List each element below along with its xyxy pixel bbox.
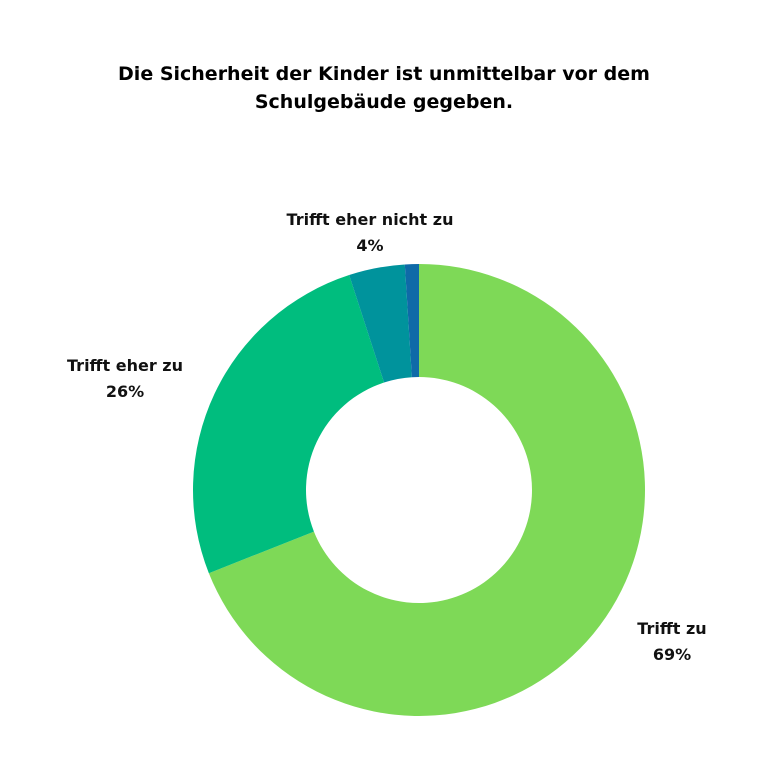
chart-title: Die Sicherheit der Kinder ist unmittelba…	[118, 63, 650, 113]
slice-label-value: 4%	[356, 236, 383, 255]
slice-trifft-zu	[208, 264, 645, 716]
slice-unlabeled	[404, 264, 419, 378]
slice-trifft-eher-nicht-zu	[349, 264, 412, 383]
slice-label-value: 26%	[106, 382, 144, 401]
slice-label-value: 69%	[653, 645, 691, 664]
slice-label-name: Trifft eher zu	[67, 356, 183, 375]
slice-label-name: Trifft zu	[637, 619, 706, 638]
slice-label-name: Trifft eher nicht zu	[287, 210, 454, 229]
slice-trifft-eher-zu	[192, 275, 385, 574]
